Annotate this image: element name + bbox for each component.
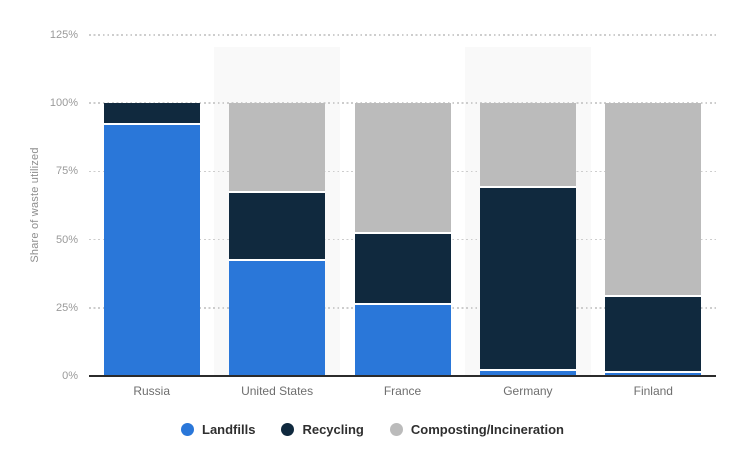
bar-segment[interactable]	[229, 261, 326, 376]
y-gridline	[89, 34, 716, 36]
bar-segment[interactable]	[605, 296, 702, 374]
y-axis-tick-label: 0%	[62, 370, 78, 382]
x-axis-category-label: Germany	[503, 384, 553, 398]
legend-label-composting: Composting/Incineration	[410, 421, 564, 437]
legend-label-recycling: Recycling	[302, 421, 364, 437]
bar-finland[interactable]	[605, 103, 702, 376]
bar-segment[interactable]	[103, 103, 200, 125]
x-axis-category-label: France	[383, 384, 422, 398]
landfills-legend-marker-icon	[181, 422, 194, 436]
bar-segment[interactable]	[354, 234, 451, 306]
y-axis-tick-label: 50%	[55, 233, 78, 246]
bar-united-states[interactable]	[229, 103, 326, 376]
bar-segment[interactable]	[605, 373, 702, 376]
y-gridline	[89, 102, 716, 104]
x-axis-line	[89, 375, 716, 377]
y-axis-tick-label: 125%	[49, 28, 78, 41]
x-axis-category-label: Russia	[133, 384, 171, 398]
y-axis-title: Share of waste utilized	[29, 147, 41, 263]
recycling-legend-marker-icon	[281, 422, 295, 436]
legend: Landfills Recycling Composting/Incinerat…	[7, 420, 731, 438]
x-axis-category-label: Finland	[633, 384, 673, 398]
legend-item-landfills[interactable]: Landfills	[181, 422, 255, 437]
bar-segment[interactable]	[229, 103, 326, 194]
bar-segment[interactable]	[103, 124, 200, 376]
y-axis-tick-label: 25%	[55, 301, 78, 314]
composting-legend-marker-icon	[389, 422, 403, 436]
bar-segment[interactable]	[605, 103, 702, 297]
legend-item-composting[interactable]: Composting/Incineration	[389, 421, 564, 437]
bar-segment[interactable]	[354, 305, 451, 376]
legend-label-landfills: Landfills	[202, 421, 256, 437]
bar-segment[interactable]	[479, 103, 576, 188]
bar-germany[interactable]	[479, 103, 576, 376]
bar-segment[interactable]	[229, 193, 326, 262]
bar-france[interactable]	[354, 103, 451, 376]
y-axis-tick-label: 100%	[49, 97, 78, 109]
legend-item-recycling[interactable]: Recycling	[281, 421, 364, 437]
bar-segment[interactable]	[354, 103, 451, 235]
bar-russia[interactable]	[103, 103, 200, 376]
bar-segment[interactable]	[479, 187, 576, 371]
bar-segment[interactable]	[479, 370, 576, 376]
x-axis-category-label: United States	[241, 384, 314, 398]
y-axis-tick-label: 75%	[55, 165, 78, 178]
